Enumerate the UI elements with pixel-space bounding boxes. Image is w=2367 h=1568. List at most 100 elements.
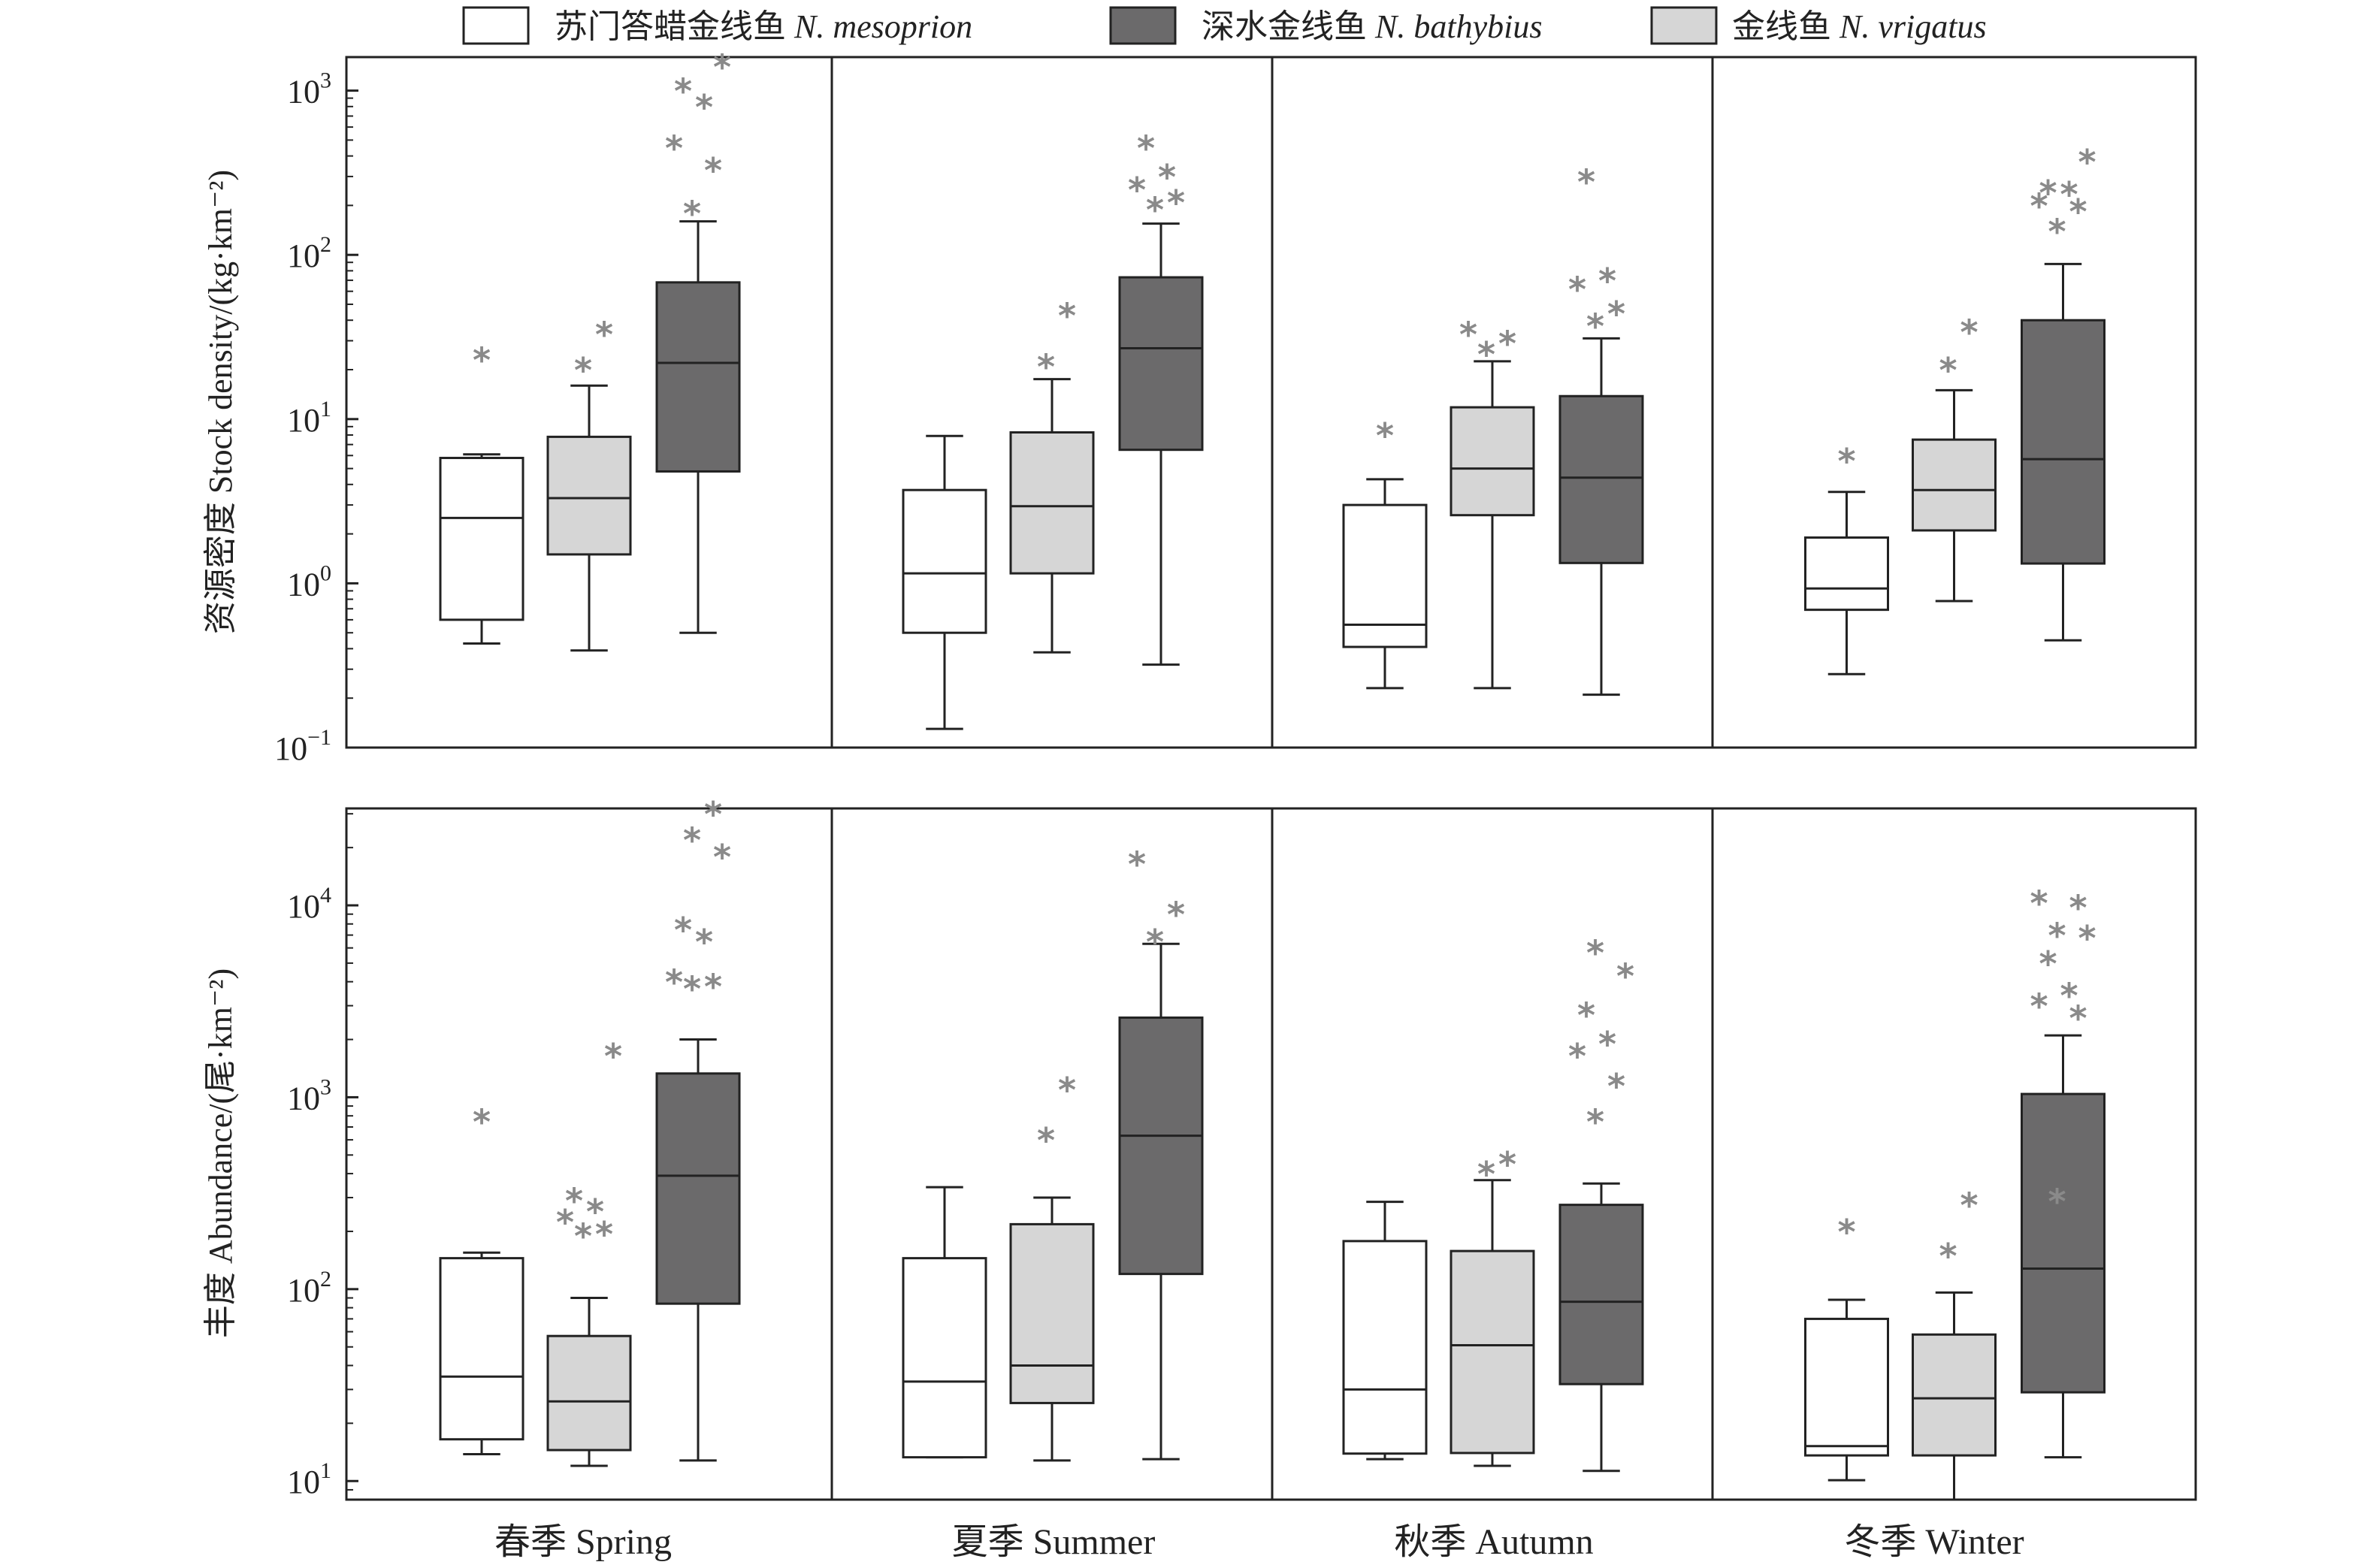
legend-item-mesoprion: 苏门答蜡金线鱼 N. mesoprion bbox=[462, 6, 972, 45]
box-nmesoprion-3: * bbox=[1804, 1212, 1889, 1482]
outlier-point: * bbox=[695, 922, 713, 962]
outlier-point: * bbox=[473, 1101, 491, 1142]
outlier-point: * bbox=[2069, 192, 2087, 232]
box-nmesoprion-2: * bbox=[1342, 415, 1428, 690]
outlier-point: * bbox=[1058, 1070, 1076, 1110]
outlier-point: * bbox=[2048, 211, 2066, 252]
outlier-point: * bbox=[556, 1202, 574, 1243]
box-iqr bbox=[1009, 431, 1095, 575]
season-label-autumn: 秋季 Autumn bbox=[1394, 1522, 1593, 1562]
outlier-point: * bbox=[1477, 334, 1495, 375]
box-nbathybius-1: *** bbox=[1118, 844, 1204, 1461]
legend-swatch-mesoprion bbox=[462, 6, 530, 45]
outlier-point: * bbox=[1128, 170, 1146, 210]
box-nbathybius-3: *** ****** bbox=[2021, 884, 2106, 1459]
box-nbathybius-3: * ** *** bbox=[2021, 142, 2106, 642]
outlier-point: * bbox=[665, 962, 683, 1003]
outlier-point: * bbox=[1137, 128, 1155, 168]
outlier-point: * bbox=[2069, 998, 2087, 1038]
outlier-point: * bbox=[683, 968, 701, 1009]
box-nvrigatus-2: * * bbox=[1450, 1144, 1535, 1467]
legend-item-bathybius: 深水金线鱼 N. bathybius bbox=[1109, 6, 1542, 45]
outlier-point: * bbox=[2030, 986, 2048, 1027]
outlier-point: * bbox=[595, 314, 613, 355]
box-iqr bbox=[655, 281, 741, 473]
box-iqr bbox=[655, 1072, 741, 1305]
outlier-point: * bbox=[2069, 887, 2087, 928]
outlier-point: * bbox=[2060, 976, 2078, 1017]
outlier-point: * bbox=[1607, 1066, 1625, 1107]
outlier-point: * bbox=[1598, 1024, 1616, 1065]
outlier-point: * bbox=[704, 794, 722, 835]
legend-swatch-bathybius bbox=[1109, 6, 1177, 45]
outlier-point: * bbox=[1037, 1120, 1055, 1161]
box-iqr bbox=[2021, 319, 2106, 565]
outlier-point: * bbox=[695, 87, 713, 128]
y-tick-label: 101 bbox=[287, 397, 331, 439]
outlier-point: * bbox=[1376, 415, 1394, 456]
box-nbathybius-1: * ** ** bbox=[1118, 128, 1204, 666]
outlier-point: * bbox=[1577, 162, 1595, 202]
outlier-point: * bbox=[713, 47, 731, 88]
outlier-point: * bbox=[1939, 1236, 1957, 1276]
outlier-point: * bbox=[1058, 295, 1076, 336]
box-iqr bbox=[1912, 438, 1997, 532]
outlier-point: * bbox=[1586, 1101, 1604, 1142]
box-nmesoprion-1 bbox=[902, 434, 987, 730]
outlier-point: * bbox=[1939, 350, 1957, 391]
outlier-point: * bbox=[1167, 183, 1185, 223]
outlier-point: * bbox=[683, 820, 701, 861]
season-label-winter: 冬季 Winter bbox=[1844, 1522, 2024, 1562]
legend-swatch-vrigatus bbox=[1650, 6, 1718, 45]
box-nvrigatus-1: ** bbox=[1009, 295, 1095, 654]
y-tick-label: 102 bbox=[287, 1267, 331, 1309]
outlier-point: * bbox=[1128, 844, 1146, 884]
outlier-point: * bbox=[604, 1036, 622, 1077]
y-tick-label: 103 bbox=[287, 1074, 331, 1116]
y-tick-label: 103 bbox=[287, 68, 331, 110]
y-axis-label-stock-density: 资源密度 Stock density/(kg·km⁻²) bbox=[202, 170, 239, 634]
box-nvrigatus-0: * ** *** bbox=[546, 1036, 632, 1467]
box-nvrigatus-2: * ** bbox=[1450, 314, 1535, 690]
outlier-point: * bbox=[2048, 1182, 2066, 1222]
box-iqr bbox=[2021, 1092, 2106, 1394]
outlier-point: * bbox=[2078, 918, 2096, 959]
outlier-point: * bbox=[565, 1181, 583, 1222]
y-tick-label: 104 bbox=[287, 883, 331, 925]
outlier-point: * bbox=[1158, 157, 1176, 198]
outlier-point: * bbox=[2060, 174, 2078, 215]
outlier-point: * bbox=[2039, 173, 2057, 213]
legend: 苏门答蜡金线鱼 N. mesoprion 深水金线鱼 N. bathybius … bbox=[462, 6, 1987, 45]
outlier-point: * bbox=[574, 350, 592, 391]
panel-stock-density: 资源密度 Stock density/(kg·km⁻²) 10−1 100 101 1… bbox=[202, 47, 2197, 767]
box-iqr bbox=[1342, 1240, 1428, 1455]
outlier-point: * bbox=[1586, 932, 1604, 973]
box-iqr bbox=[1118, 1016, 1204, 1276]
outlier-point: * bbox=[574, 1216, 592, 1257]
outlier-point: * bbox=[1586, 307, 1604, 347]
box-nmesoprion-3: * bbox=[1804, 441, 1889, 675]
box-nbathybius-2: *** **** bbox=[1558, 932, 1644, 1473]
legend-item-vrigatus: 金线鱼 N. vrigatus bbox=[1650, 6, 1987, 45]
season-label-spring: 春季 Spring bbox=[494, 1522, 672, 1562]
box-iqr bbox=[1558, 394, 1644, 564]
box-iqr bbox=[902, 1257, 987, 1459]
outlier-point: * bbox=[1568, 270, 1586, 310]
legend-label-mesoprion: 苏门答蜡金线鱼 N. mesoprion bbox=[555, 8, 972, 45]
outlier-point: * bbox=[586, 1192, 604, 1232]
box-iqr bbox=[1342, 503, 1428, 648]
outlier-point: * bbox=[704, 150, 722, 191]
box-iqr bbox=[1804, 1317, 1889, 1457]
outlier-point: * bbox=[1459, 314, 1477, 355]
outlier-point: * bbox=[2030, 884, 2048, 924]
box-iqr bbox=[1009, 1222, 1095, 1404]
outlier-point: * bbox=[2048, 916, 2066, 956]
outlier-point: * bbox=[2030, 186, 2048, 226]
box-iqr bbox=[902, 488, 987, 634]
box-nbathybius-2: * ** ** bbox=[1558, 162, 1644, 696]
outlier-point: * bbox=[2078, 142, 2096, 183]
outlier-point: * bbox=[1037, 346, 1055, 387]
outlier-point: * bbox=[1568, 1036, 1586, 1077]
